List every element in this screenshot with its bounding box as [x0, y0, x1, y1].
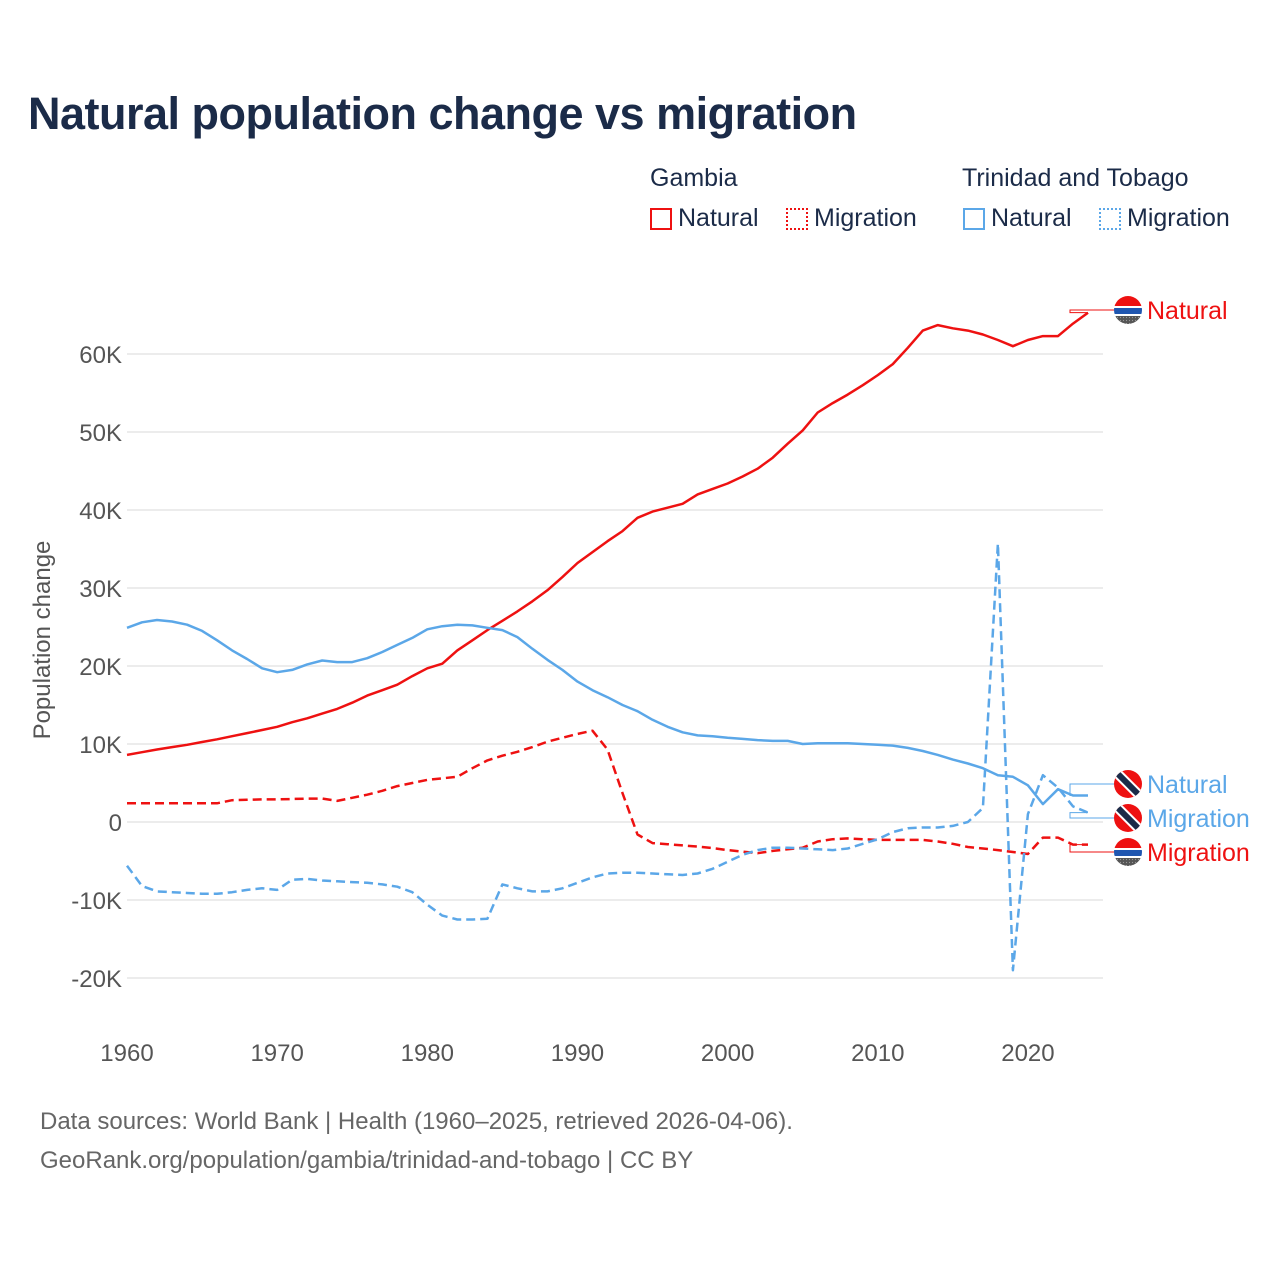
flag-stripe	[1114, 296, 1142, 306]
y-tick-label: 60K	[79, 342, 122, 369]
footer-link[interactable]: GeoRank.org/population/gambia/trinidad-a…	[40, 1147, 694, 1174]
label-connector	[1069, 844, 1114, 853]
x-tick-label: 1990	[551, 1040, 604, 1067]
x-tick-label: 1970	[250, 1040, 303, 1067]
y-tick-label: 20K	[79, 654, 122, 681]
flag-fill	[1114, 838, 1142, 866]
legend-group-gambia: Gambia	[650, 164, 738, 192]
y-tick-label: 40K	[79, 498, 122, 525]
legend-gambia-natural[interactable]: Natural	[650, 204, 759, 233]
x-tick-label: 2020	[1001, 1040, 1054, 1067]
end-label-gambia-migration: Migration	[1147, 839, 1250, 867]
y-tick-label: 30K	[79, 576, 122, 603]
flag-band	[1114, 770, 1142, 798]
y-tick-label: 50K	[79, 420, 122, 447]
flag-stripe	[1114, 306, 1142, 308]
legend-label: Natural	[678, 204, 759, 232]
gambia-flag-icon	[1114, 296, 1142, 324]
dotted-swatch-icon	[1099, 207, 1121, 230]
dotted-swatch-icon	[786, 207, 808, 230]
flag-stripe	[1114, 316, 1142, 324]
flag-stripe	[1114, 308, 1142, 314]
end-label-gambia-natural: Natural	[1147, 297, 1228, 325]
label-connector	[1069, 783, 1114, 796]
flag-stripe	[1114, 850, 1142, 856]
legend-gambia-migration[interactable]: Migration	[786, 204, 917, 233]
flag-stripe	[1114, 856, 1142, 858]
flag-stripe	[1114, 848, 1142, 850]
y-axis-title: Population change	[29, 541, 56, 740]
y-tick-label: -10K	[71, 888, 122, 915]
series-line-gambia-migration	[127, 729, 1088, 856]
legend-group-trinidad: Trinidad and Tobago	[962, 164, 1189, 192]
x-tick-label: 2000	[701, 1040, 754, 1067]
end-label-trinidad-migration: Migration	[1147, 805, 1250, 833]
legend-label: Migration	[814, 204, 917, 232]
y-tick-label: -20K	[71, 966, 122, 993]
x-tick-label: 1980	[401, 1040, 454, 1067]
trinidad-flag-icon	[1114, 770, 1142, 798]
flag-fill	[1114, 804, 1142, 832]
flag-fill	[1114, 296, 1142, 324]
label-connector	[1069, 812, 1114, 819]
legend-label: Migration	[1127, 204, 1230, 232]
legend-trinidad-migration[interactable]: Migration	[1099, 204, 1230, 233]
series-line-trinidad-migration	[125, 542, 1089, 972]
flag-fill	[1114, 770, 1142, 798]
x-tick-label: 1960	[100, 1040, 153, 1067]
x-tick-label: 2010	[851, 1040, 904, 1067]
flag-stripe	[1114, 314, 1142, 316]
y-tick-label: 10K	[79, 732, 122, 759]
trinidad-flag-icon	[1114, 804, 1142, 832]
flag-stripe	[1114, 858, 1142, 866]
y-tick-label: 0	[109, 810, 122, 837]
solid-swatch-icon	[650, 207, 672, 230]
legend-label: Natural	[991, 204, 1072, 232]
series-line-gambia-natural	[126, 311, 1089, 757]
solid-swatch-icon	[963, 207, 985, 230]
legend-trinidad-natural[interactable]: Natural	[963, 204, 1072, 233]
footer-sources: Data sources: World Bank | Health (1960–…	[40, 1108, 793, 1135]
label-connector	[1069, 309, 1114, 314]
flag-band	[1114, 804, 1142, 832]
series-line-trinidad-natural	[126, 618, 1088, 806]
end-label-trinidad-natural: Natural	[1147, 771, 1228, 799]
gambia-flag-icon	[1114, 838, 1142, 866]
flag-stripe	[1114, 838, 1142, 848]
chart-title: Natural population change vs migration	[28, 88, 857, 139]
